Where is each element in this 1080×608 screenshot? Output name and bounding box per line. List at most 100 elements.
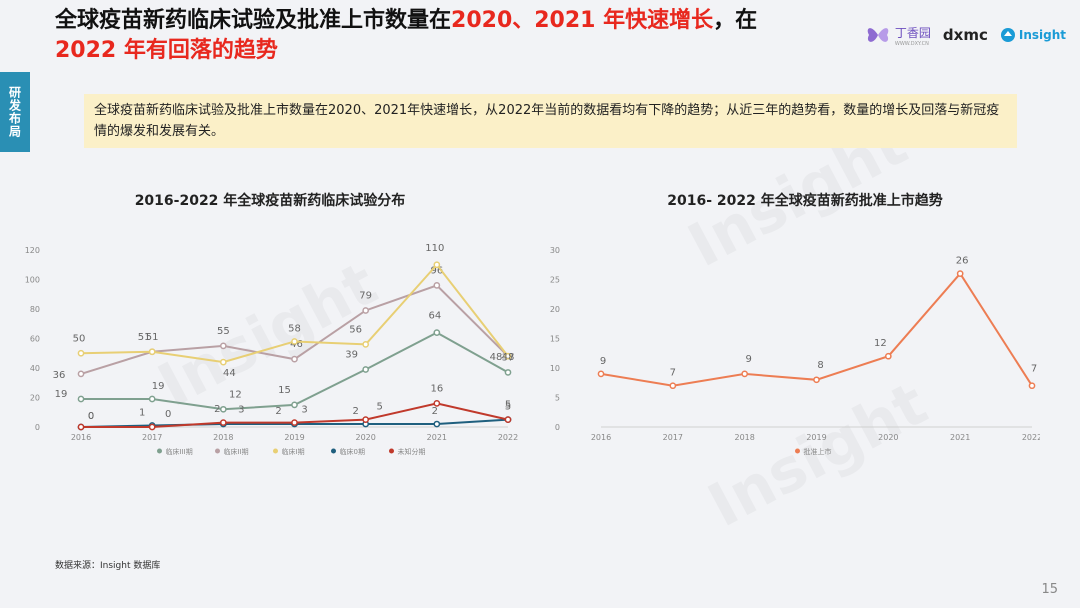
data-point-approval (956, 270, 964, 277)
y-tick-label: 30 (550, 246, 560, 255)
y-tick-label: 40 (30, 364, 40, 373)
legend-label-phase2: 临床II期 (224, 447, 249, 456)
data-label-approval: 12 (874, 338, 887, 349)
x-tick-label: 2022 (1022, 433, 1040, 442)
x-tick-label: 2019 (806, 433, 826, 442)
data-label-phase0: 2 (275, 406, 281, 417)
data-label-phase3: 19 (152, 381, 165, 392)
data-point-phase1 (148, 348, 156, 356)
legend-marker-unknown (389, 448, 394, 454)
data-point-approval (1028, 382, 1036, 390)
legend-label-unknown: 未知分期 (398, 447, 426, 456)
data-point-approval (597, 370, 605, 378)
data-label-phase3: 64 (428, 311, 441, 322)
x-tick-label: 2018 (734, 433, 754, 442)
data-point-unknown (504, 416, 512, 423)
x-tick-label: 2021 (950, 433, 970, 442)
legend-label-approval: 批准上市 (804, 447, 832, 456)
legend-marker-phase2 (215, 448, 220, 454)
data-label-phase0: 2 (352, 406, 358, 417)
legend-marker-phase3 (157, 448, 162, 454)
data-label-phase2: 48 (490, 352, 503, 363)
data-source: 数据来源：Insight 数据库 (55, 561, 161, 571)
data-label-approval: 9 (745, 354, 751, 365)
data-label-phase2: 51 (138, 332, 151, 343)
y-tick-label: 20 (30, 394, 40, 403)
y-tick-label: 60 (30, 335, 40, 344)
chart1-title: 2016-2022 年全球疫苗新药临床试验分布 (134, 193, 406, 209)
y-tick-label: 80 (30, 305, 40, 314)
data-point-phase1 (433, 261, 441, 269)
chart2-title: 2016- 2022 年全球疫苗新药批准上市趋势 (667, 193, 943, 209)
data-point-unknown (148, 423, 156, 431)
data-point-phase0 (433, 420, 441, 428)
data-label-phase2: 36 (53, 370, 66, 381)
data-label-phase2: 46 (290, 339, 303, 350)
x-tick-label: 2019 (284, 433, 304, 442)
data-point-phase2 (77, 370, 85, 378)
data-point-unknown (291, 419, 298, 426)
data-label-unknown: 5 (376, 402, 382, 413)
data-label-phase0: 0 (88, 411, 94, 422)
legend-marker-approval (795, 448, 800, 454)
y-tick-label: 25 (550, 276, 560, 285)
data-point-unknown (77, 423, 85, 431)
data-point-unknown (433, 400, 441, 407)
data-label-phase1: 58 (288, 323, 301, 334)
data-label-unknown: 0 (88, 411, 94, 422)
data-point-phase1 (77, 349, 85, 357)
data-point-phase3 (219, 405, 227, 413)
page-number: 15 (1041, 582, 1058, 597)
data-label-approval: 26 (956, 256, 969, 267)
y-tick-label: 10 (550, 364, 560, 373)
y-tick-label: 0 (35, 423, 40, 432)
y-tick-label: 100 (25, 276, 40, 285)
data-label-phase1: 56 (349, 324, 362, 335)
data-point-phase3 (433, 329, 441, 336)
data-label-phase0: 1 (139, 408, 145, 419)
data-label-approval: 8 (817, 360, 823, 371)
legend-marker-phase0 (331, 448, 336, 454)
y-tick-label: 120 (25, 246, 40, 255)
data-label-phase3: 39 (345, 349, 358, 360)
data-point-phase3 (77, 395, 85, 403)
data-point-phase2 (433, 282, 441, 289)
data-point-phase2 (291, 355, 298, 363)
data-label-unknown: 5 (505, 400, 511, 411)
data-label-phase3: 15 (278, 385, 291, 396)
data-point-unknown (219, 419, 227, 426)
data-point-phase1 (362, 341, 370, 348)
data-point-phase1 (291, 338, 298, 345)
data-point-phase3 (504, 369, 512, 376)
x-tick-label: 2017 (663, 433, 683, 442)
legend-label-phase1: 临床I期 (282, 447, 305, 456)
x-tick-label: 2022 (498, 433, 518, 442)
data-label-approval: 7 (1031, 364, 1037, 375)
data-point-phase2 (219, 342, 227, 350)
data-label-phase2: 96 (430, 265, 443, 276)
data-point-phase1 (219, 358, 227, 366)
data-label-unknown: 0 (165, 409, 171, 420)
data-label-phase0: 2 (214, 404, 220, 415)
data-label-approval: 7 (670, 368, 676, 379)
x-tick-label: 2016 (71, 433, 91, 442)
data-label-unknown: 3 (238, 405, 244, 416)
dxmc-logo: dxmc (942, 26, 988, 44)
data-label-phase2: 79 (359, 290, 372, 301)
y-tick-label: 5 (555, 394, 560, 403)
approval-line-chart: 0 5 10 15 20 25 30 2016 2017 2018 2019 2020 2021 2022… (550, 246, 1040, 456)
data-point-phase3 (291, 401, 298, 409)
data-label-phase3: 12 (229, 389, 242, 400)
data-label-phase1: 44 (223, 368, 236, 379)
x-tick-label: 2020 (878, 433, 898, 442)
data-point-approval (884, 352, 892, 360)
x-tick-label: 2020 (355, 433, 375, 442)
data-label-approval: 9 (600, 356, 606, 367)
data-label-phase0: 2 (432, 406, 438, 417)
data-label-phase1: 50 (73, 333, 86, 344)
dxy-logo: 丁香园 WWW.DXY.CN (865, 22, 931, 48)
butterfly-icon (867, 28, 889, 42)
page-title: 全球疫苗新药临床试验及批准上市数量在2020、2021 年快速增长，在 2022… (55, 8, 758, 63)
insight-icon (1000, 28, 1015, 42)
